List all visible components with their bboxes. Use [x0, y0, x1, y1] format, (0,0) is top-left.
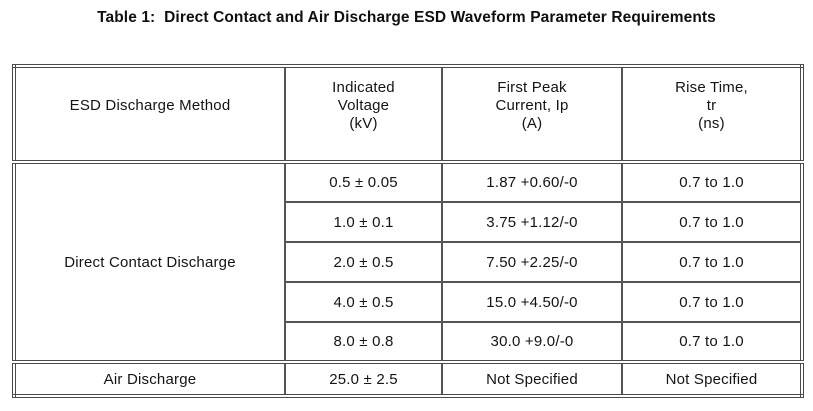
esd-parameter-table: ESD Discharge Method Indicated Voltage (… — [12, 64, 804, 398]
cell-rise-time: 0.7 to 1.0 — [621, 281, 803, 323]
cell-first-peak-current: 30.0 +9.0/-0 — [441, 321, 623, 363]
table-row: Air Discharge 25.0 ± 2.5 Not Specified N… — [13, 360, 803, 397]
table-row: 1.0 ± 0.1 3.75 +1.12/-0 0.7 to 1.0 — [14, 201, 803, 243]
cell-first-peak-current: 7.50 +2.25/-0 — [441, 241, 623, 283]
cell-rise-time: 0.7 to 1.0 — [621, 161, 803, 203]
cell-first-peak-current: Not Specified — [441, 360, 623, 397]
cell-rise-time: 0.7 to 1.0 — [621, 201, 803, 243]
cell-rise-time: 0.7 to 1.0 — [621, 241, 803, 283]
cell-method-air-discharge: Air Discharge — [13, 360, 286, 397]
cell-rise-time: 0.7 to 1.0 — [621, 321, 803, 363]
col-header-first-peak-current: First Peak Current, Ip (A) — [441, 65, 623, 164]
header-row: ESD Discharge Method Indicated Voltage (… — [13, 65, 803, 164]
cell-first-peak-current: 15.0 +4.50/-0 — [441, 281, 623, 323]
col-header-esd-discharge-method: ESD Discharge Method — [13, 65, 286, 164]
cell-first-peak-current: 3.75 +1.12/-0 — [441, 201, 623, 243]
table-row: Direct Contact Discharge 0.5 ± 0.05 1.87… — [13, 161, 803, 363]
cell-indicated-voltage: 2.0 ± 0.5 — [284, 241, 443, 283]
cell-indicated-voltage: 0.5 ± 0.05 — [284, 161, 443, 203]
cell-indicated-voltage: 8.0 ± 0.8 — [284, 321, 443, 363]
table-row: 8.0 ± 0.8 30.0 +9.0/-0 0.7 to 1.0 — [14, 321, 803, 363]
col-header-rise-time: Rise Time, tr (ns) — [621, 65, 803, 164]
table-caption: Table 1: Direct Contact and Air Discharg… — [97, 9, 716, 26]
table-row: 2.0 ± 0.5 7.50 +2.25/-0 0.7 to 1.0 — [14, 241, 803, 283]
table-row: 4.0 ± 0.5 15.0 +4.50/-0 0.7 to 1.0 — [14, 281, 803, 323]
cell-indicated-voltage: 25.0 ± 2.5 — [284, 360, 443, 397]
cell-method-direct-contact-discharge: Direct Contact Discharge — [13, 161, 286, 363]
cell-first-peak-current: 1.87 +0.60/-0 — [441, 161, 623, 203]
col-header-indicated-voltage: Indicated Voltage (kV) — [284, 65, 443, 164]
cell-rise-time: Not Specified — [621, 360, 803, 397]
cell-indicated-voltage: 4.0 ± 0.5 — [284, 281, 443, 323]
cell-indicated-voltage: 1.0 ± 0.1 — [284, 201, 443, 243]
